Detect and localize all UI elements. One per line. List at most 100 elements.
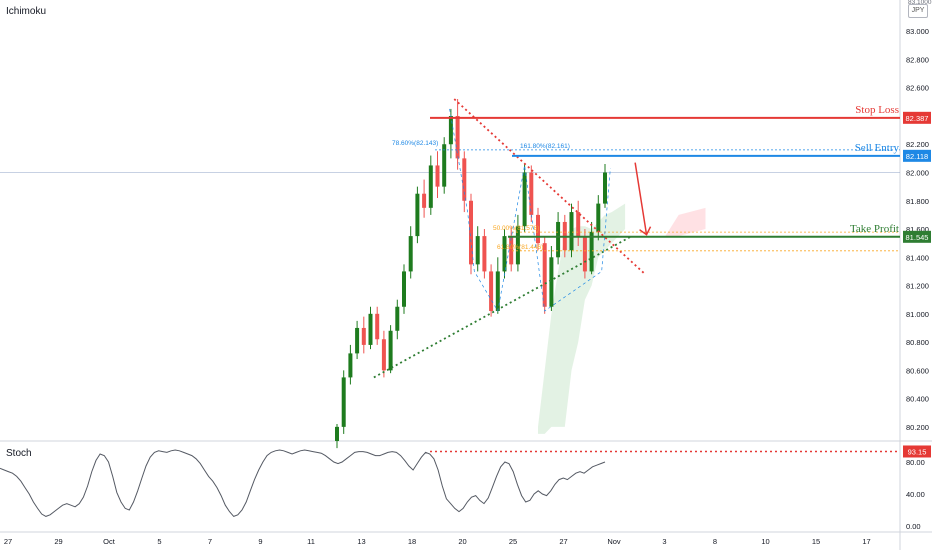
fib-label: 61.80%(81.446): [497, 244, 543, 251]
candle-body: [455, 115, 460, 159]
sell-arrow: [634, 162, 648, 235]
candle-body: [395, 306, 400, 331]
currency-badge[interactable]: JPY: [908, 4, 928, 18]
time-tick-label: 25: [509, 537, 517, 546]
harmonic-pattern: [449, 108, 611, 312]
sell-arrow-head: [639, 226, 652, 236]
candle-body: [482, 236, 487, 272]
price-tick-label: 81.000: [906, 310, 929, 319]
level-price-label-stop: 82.387: [906, 114, 929, 123]
fib-label: 161.80%(82.161): [520, 143, 570, 150]
candle-body: [576, 212, 581, 237]
stoch-tick-label: 40.00: [906, 490, 925, 499]
candle-body: [475, 236, 480, 265]
time-tick-label: 29: [54, 537, 62, 546]
time-tick-label: Oct: [103, 537, 116, 546]
price-tick-label: 82.200: [906, 140, 929, 149]
candle-body: [509, 236, 514, 265]
candle-body: [408, 236, 413, 272]
ichimoku-cloud: [538, 203, 626, 434]
price-tick-label: 82.000: [906, 169, 929, 178]
candle-body: [469, 200, 473, 265]
time-tick-label: 3: [662, 537, 666, 546]
stoch-tick-label: 80.00: [906, 458, 925, 467]
price-tick-label: 82.800: [906, 55, 929, 64]
stoch-tick-label: 0.00: [906, 522, 921, 531]
level-price-tag-tp: [903, 230, 931, 243]
candle-body: [448, 115, 453, 145]
price-tick-label: 81.600: [906, 225, 929, 234]
time-tick-label: 18: [408, 537, 416, 546]
indicator-title: Ichimoku: [6, 6, 47, 17]
candle-body: [542, 243, 547, 307]
candle-body: [596, 203, 601, 232]
price-tick-label: 80.600: [906, 366, 929, 375]
price-tick-label: 83.000: [906, 27, 929, 36]
candle-body: [348, 353, 353, 378]
time-tick-label: 27: [559, 537, 567, 546]
time-tick-label: 5: [157, 537, 161, 546]
price-tick-label: 81.800: [906, 197, 929, 206]
stoch-line: [0, 449, 606, 517]
price-tick-label: 80.400: [906, 395, 929, 404]
price-tick-label: 82.600: [906, 84, 929, 93]
time-tick-label: 7: [208, 537, 212, 546]
stoch-title: Stoch: [6, 448, 32, 459]
level-price-tag-entry: [903, 149, 931, 162]
candle-body: [603, 172, 607, 204]
candle-body: [435, 165, 440, 187]
candle-body: [335, 426, 339, 441]
upper-trendline: [453, 98, 646, 275]
time-tick-label: 9: [258, 537, 262, 546]
candle-body: [442, 144, 447, 187]
candle-body: [529, 172, 534, 215]
stoch-level-tag: [903, 445, 931, 458]
lower-trendline: [373, 235, 633, 379]
time-tick-label: 13: [357, 537, 365, 546]
candle-body: [536, 214, 540, 244]
time-tick-label: 20: [458, 537, 466, 546]
level-name-entry: Sell Entry: [855, 142, 900, 154]
candle-body: [402, 271, 406, 307]
candle-body: [489, 271, 494, 311]
level-name-stop: Stop Loss: [855, 104, 899, 116]
time-tick-label: 11: [307, 537, 315, 546]
candle-body: [355, 327, 360, 354]
candle-body: [388, 330, 393, 371]
candle-body: [361, 327, 366, 345]
fib-label: 78.60%(82.143): [392, 140, 438, 147]
time-tick-label: Nov: [607, 537, 621, 546]
time-tick-label: 10: [761, 537, 769, 546]
candle-body: [341, 377, 346, 427]
candle-body: [422, 193, 427, 208]
candle-body: [515, 226, 520, 265]
candle-body: [428, 165, 433, 208]
candle-body: [375, 313, 380, 340]
candle-body: [368, 313, 373, 345]
candle-body: [549, 257, 554, 307]
candle-body: [495, 271, 500, 311]
time-tick-label: 15: [812, 537, 820, 546]
level-price-tag-stop: [903, 111, 931, 124]
level-name-tp: Take Profit: [850, 223, 899, 235]
price-tick-label: 81.400: [906, 253, 929, 262]
candle-body: [582, 236, 587, 272]
stoch-level-label: 93.15: [908, 447, 927, 456]
time-tick-label: 8: [713, 537, 717, 546]
time-tick-label: 17: [862, 537, 870, 546]
fib-label: 50.00%(81.578): [493, 225, 539, 232]
candle-body: [381, 339, 386, 371]
candle-body: [556, 221, 561, 258]
candle-body: [569, 212, 574, 251]
ichimoku-cloud-bearish: [665, 207, 706, 237]
price-tick-label: 80.200: [906, 423, 929, 432]
candle-body: [462, 158, 467, 201]
candle-body: [415, 193, 420, 237]
candle-body: [589, 231, 594, 272]
price-tick-label: 80.800: [906, 338, 929, 347]
time-tick-label: 27: [4, 537, 12, 546]
price-tick-label-top: 83.1000: [908, 0, 932, 6]
candle-body: [502, 236, 507, 272]
